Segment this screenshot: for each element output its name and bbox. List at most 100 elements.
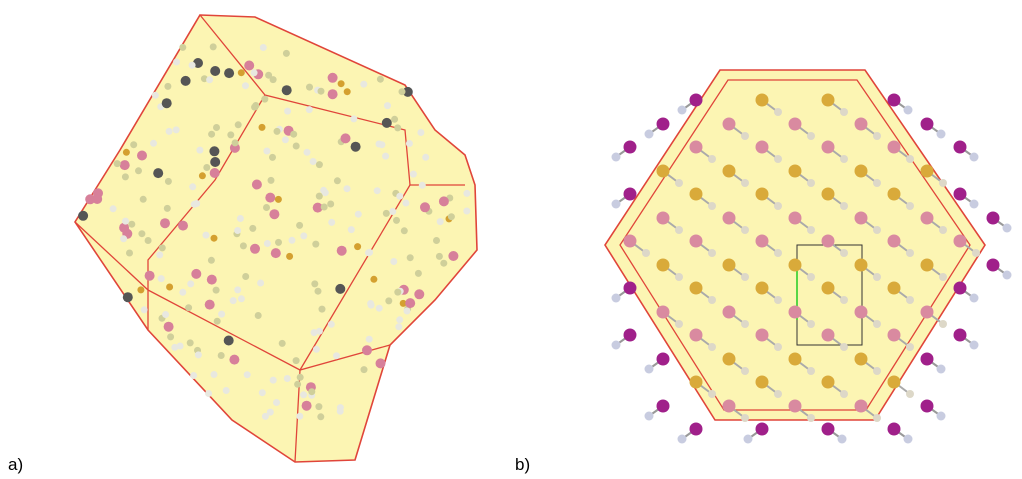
atom xyxy=(448,251,458,261)
atom xyxy=(391,116,398,123)
atom xyxy=(678,106,687,115)
atom xyxy=(206,76,213,83)
atom xyxy=(937,130,946,139)
atom xyxy=(341,133,351,143)
atom xyxy=(382,118,392,128)
atom xyxy=(921,353,934,366)
atom xyxy=(822,282,835,295)
atom xyxy=(122,173,129,180)
atom xyxy=(156,251,163,258)
atom xyxy=(657,259,670,272)
atom xyxy=(741,132,749,140)
atom xyxy=(187,339,194,346)
atom xyxy=(756,423,769,436)
atom xyxy=(328,321,335,328)
atom xyxy=(624,329,637,342)
atom xyxy=(306,84,313,91)
atom xyxy=(433,237,440,244)
atom xyxy=(135,167,142,174)
atom xyxy=(723,353,736,366)
atom xyxy=(316,193,323,200)
atom xyxy=(78,211,88,221)
atom xyxy=(185,304,192,311)
atom xyxy=(690,329,703,342)
atom xyxy=(218,311,225,318)
atom xyxy=(708,249,716,257)
atom xyxy=(145,271,155,281)
atom xyxy=(164,322,174,332)
atom xyxy=(612,341,621,350)
atom xyxy=(756,235,769,248)
atom xyxy=(657,165,670,178)
atom xyxy=(675,179,683,187)
atom xyxy=(344,185,351,192)
atom xyxy=(130,141,137,148)
atom xyxy=(162,311,169,318)
atom xyxy=(888,235,901,248)
atom xyxy=(612,200,621,209)
atom xyxy=(855,165,868,178)
atom xyxy=(286,253,293,260)
atom xyxy=(399,88,406,95)
atom xyxy=(873,320,881,328)
atom xyxy=(360,81,367,88)
atom xyxy=(756,141,769,154)
atom xyxy=(624,235,637,248)
atom xyxy=(888,188,901,201)
atom xyxy=(873,367,881,375)
atom xyxy=(150,140,157,147)
atom xyxy=(370,276,377,283)
atom xyxy=(193,200,200,207)
atom xyxy=(396,193,403,200)
atom xyxy=(407,254,414,261)
atom xyxy=(690,282,703,295)
atom xyxy=(362,345,372,355)
atom xyxy=(334,177,341,184)
atom xyxy=(645,365,654,374)
atom xyxy=(237,215,244,222)
atom xyxy=(223,387,230,394)
atom xyxy=(275,239,282,246)
atom xyxy=(293,357,300,364)
atom xyxy=(315,403,322,410)
atom xyxy=(954,282,967,295)
atom xyxy=(290,131,297,138)
atom xyxy=(756,188,769,201)
atom xyxy=(855,306,868,319)
atom xyxy=(741,320,749,328)
atom xyxy=(708,343,716,351)
atom xyxy=(252,180,262,190)
atom xyxy=(344,88,351,95)
atom xyxy=(283,50,290,57)
atom xyxy=(1003,271,1012,280)
atom xyxy=(756,94,769,107)
atom xyxy=(385,297,392,304)
atom xyxy=(822,188,835,201)
atom xyxy=(210,43,217,50)
atom xyxy=(888,329,901,342)
atom xyxy=(972,249,980,257)
atom xyxy=(855,400,868,413)
atom xyxy=(251,69,258,76)
atom xyxy=(244,61,254,71)
atom xyxy=(257,280,264,287)
atom xyxy=(308,388,315,395)
atom xyxy=(723,259,736,272)
atom xyxy=(708,296,716,304)
atom xyxy=(657,353,670,366)
atom xyxy=(227,131,234,138)
atom xyxy=(173,59,180,66)
atom xyxy=(723,400,736,413)
atom xyxy=(840,249,848,257)
atom xyxy=(366,336,373,343)
atom xyxy=(328,89,338,99)
atom xyxy=(723,165,736,178)
atom xyxy=(840,108,848,116)
atom xyxy=(166,284,173,291)
atom xyxy=(954,188,967,201)
atom xyxy=(789,400,802,413)
atom xyxy=(642,249,650,257)
atom xyxy=(382,153,389,160)
atom xyxy=(744,435,753,444)
atom xyxy=(393,217,400,224)
